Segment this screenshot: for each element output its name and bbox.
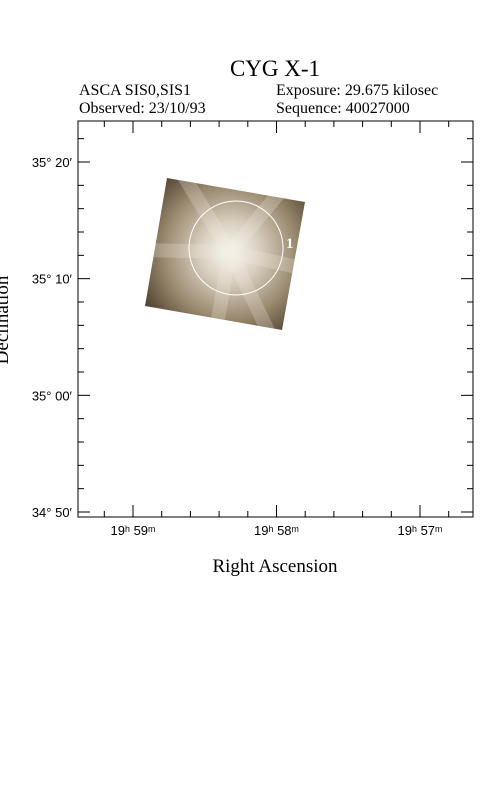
x-tick-label: 19ʰ 57ᵐ (398, 523, 443, 538)
sequence: Sequence: 40027000 (276, 100, 410, 117)
observed: Observed: 23/10/93 (79, 100, 206, 117)
y-tick-label: 35° 10′ (32, 272, 73, 287)
plot-frame (77, 120, 474, 518)
y-tick-label: 34° 50′ (32, 505, 73, 520)
x-axis-label: Right Ascension (212, 556, 338, 577)
x-tick-label: 19ʰ 58ᵐ (254, 523, 299, 538)
region-label: 1 (286, 236, 294, 252)
y-tick-label: 35° 20′ (32, 155, 73, 170)
y-axis-label: Declination (0, 275, 13, 364)
instrument: ASCA SIS0,SIS1 (79, 82, 191, 99)
title: CYG X-1 (230, 56, 320, 81)
exposure: Exposure: 29.675 kilosec (276, 82, 438, 99)
y-tick-label: 35° 00′ (32, 388, 73, 403)
source-region (188, 200, 284, 296)
x-tick-label: 19ʰ 59ᵐ (111, 523, 156, 538)
sky-image (145, 178, 305, 330)
tick-marks (78, 121, 473, 517)
